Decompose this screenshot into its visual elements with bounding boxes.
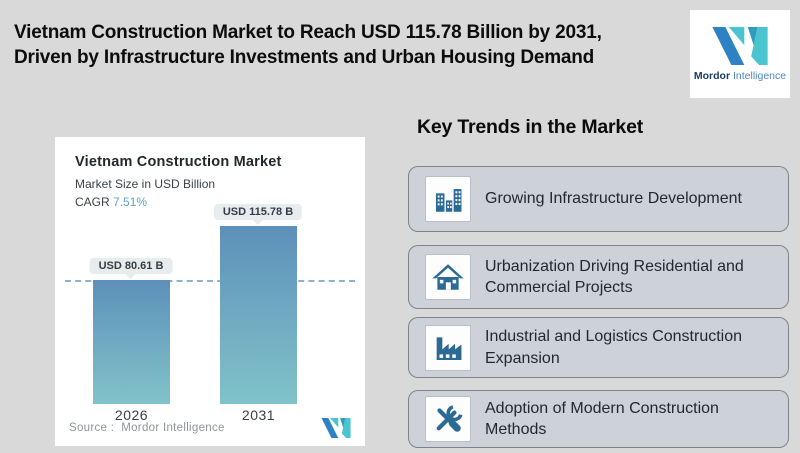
source-label: Source :	[69, 422, 115, 434]
trend-label: Growing Infrastructure Development	[485, 190, 742, 208]
x-axis-label-2026: 2026	[114, 407, 149, 423]
page-title: Vietnam Construction Market to Reach USD…	[14, 20, 686, 70]
factory-icon	[436, 336, 462, 360]
brand-logo-card: Mordor Intelligence	[690, 10, 790, 98]
trend-card-modern-methods: Adoption of Modern Construction Methods	[408, 390, 789, 448]
chart-title: Vietnam Construction Market	[75, 154, 282, 170]
trend-icon-tile	[425, 176, 471, 222]
trend-card-industrial: Industrial and Logistics Construction Ex…	[408, 317, 789, 378]
trend-label: Urbanization Driving Residential and Com…	[485, 257, 744, 296]
chart-subtitle: Market Size in USD Billion	[75, 177, 216, 191]
bar-2026	[93, 280, 170, 404]
cagr-value: 7.51%	[113, 195, 148, 209]
cagr-label: CAGR	[75, 195, 110, 209]
brand-name-bold: Mordor	[693, 69, 731, 82]
page-title-line2: Driven by Infrastructure Investments and…	[14, 47, 595, 68]
brand-logo-text: Mordor Intelligence	[694, 70, 786, 82]
trend-card-urbanization: Urbanization Driving Residential and Com…	[408, 245, 789, 309]
tools-icon	[436, 405, 463, 432]
chart-cagr: CAGR 7.51%	[75, 195, 147, 209]
reference-dashed-line	[65, 280, 355, 282]
page-title-line1: Vietnam Construction Market to Reach USD…	[14, 22, 602, 43]
trends-heading: Key Trends in the Market	[417, 116, 644, 138]
house-icon	[432, 264, 464, 290]
bar-chart-plot: USD 80.61 B USD 115.78 B	[55, 137, 365, 404]
trend-icon-tile	[425, 396, 471, 442]
mordor-logo-icon	[712, 26, 768, 65]
buildings-icon	[435, 189, 462, 212]
x-axis-label-2031: 2031	[241, 407, 276, 423]
trend-icon-tile	[425, 254, 471, 300]
trend-card-infrastructure: Growing Infrastructure Development	[408, 166, 789, 232]
source-note: Source : Mordor Intelligence	[69, 422, 225, 434]
trend-icon-tile	[425, 324, 471, 371]
trend-label: Industrial and Logistics Construction Ex…	[485, 328, 743, 367]
bar-2031	[220, 226, 297, 404]
source-value: Mordor Intelligence	[121, 422, 225, 434]
brand-name-light: Intelligence	[732, 69, 787, 82]
trend-label: Adoption of Modern Construction Methods	[485, 399, 719, 438]
mordor-mini-logo-icon	[321, 418, 351, 438]
value-label-2031: USD 115.78 B	[213, 204, 303, 220]
value-label-2026: USD 80.61 B	[89, 258, 173, 274]
market-chart-card: Vietnam Construction Market Market Size …	[55, 137, 365, 446]
